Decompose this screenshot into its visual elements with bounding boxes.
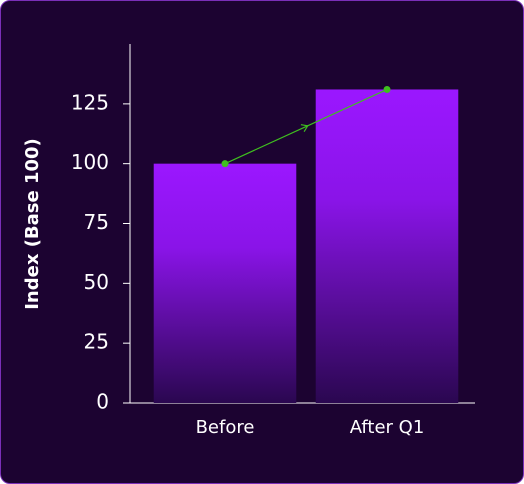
trend-point — [383, 85, 391, 93]
bar — [153, 163, 297, 403]
y-tick-label: 75 — [84, 210, 109, 234]
x-tick-label: Before — [196, 417, 255, 438]
trend-line — [224, 88, 388, 165]
trend-point — [221, 160, 229, 168]
bar — [315, 89, 459, 404]
y-tick-label: 50 — [84, 270, 109, 294]
y-tick-label: 100 — [71, 150, 109, 174]
x-tick-label: After Q1 — [350, 417, 425, 438]
y-tick-label: 125 — [71, 90, 109, 114]
y-tick-label: 0 — [96, 390, 109, 414]
y-tick-label: 25 — [84, 330, 109, 354]
y-axis-label: Index (Base 100) — [22, 138, 43, 310]
